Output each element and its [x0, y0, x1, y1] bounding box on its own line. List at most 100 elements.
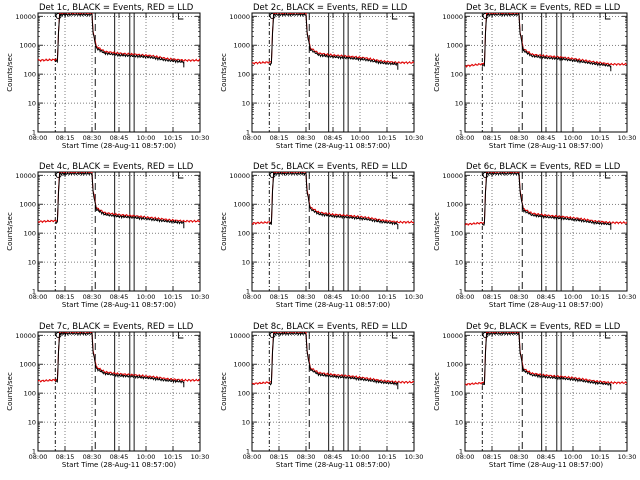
plot-panel: 1 10 100 1000 10000 08:00 08:15 08:30 08:45 10:00… [433, 322, 636, 469]
x-tick-label: 08:45 [537, 134, 556, 142]
y-tick-label: 10 [242, 100, 250, 108]
x-tick-label: 08:15 [483, 134, 502, 142]
plot-panel: 1 10 100 1000 10000 08:00 08:15 08:30 08:45 10:00… [220, 3, 423, 150]
events-series-line [54, 332, 185, 388]
y-tick-label: 1000 [233, 42, 250, 50]
lld-series-line [38, 172, 200, 224]
y-tick-label: 100 [238, 230, 250, 238]
y-tick-label: 100 [238, 390, 250, 398]
x-tick-label: 08:30 [83, 134, 102, 142]
plot-panel: 1 10 100 1000 10000 08:00 08:15 08:30 08:45 10:00… [6, 322, 209, 469]
x-tick-label: 10:00 [564, 293, 583, 301]
axes-frame [37, 12, 201, 133]
circle-marker [269, 331, 276, 339]
y-tick-label: 1 [246, 448, 250, 456]
y-tick-label: 1 [459, 129, 463, 137]
y-tick-label: 10 [242, 259, 250, 267]
y-tick-label: 10 [28, 100, 36, 108]
x-tick-label: 10:30 [405, 134, 424, 142]
axes-frame [464, 171, 628, 292]
x-tick-label: 08:30 [510, 293, 529, 301]
x-tick-label: 10:15 [378, 134, 397, 142]
y-tick-label: 10000 [229, 172, 250, 180]
y-axis-label: Counts/sec [6, 372, 14, 411]
y-tick-label: 1 [246, 129, 250, 137]
y-tick-label: 100 [451, 390, 463, 398]
events-series-line [269, 172, 399, 230]
x-tick-label: 08:15 [483, 453, 502, 461]
corner-marker [391, 332, 398, 339]
x-tick-label: 10:00 [351, 453, 370, 461]
circle-marker [269, 171, 276, 179]
y-tick-label: 10000 [15, 332, 36, 340]
x-tick-label: 10:15 [591, 293, 610, 301]
y-tick-label: 10 [455, 259, 463, 267]
x-tick-label: 10:00 [137, 134, 156, 142]
x-axis-label: Start Time (28-Aug-11 08:57:00) [62, 301, 176, 309]
lld-series-line [38, 13, 200, 63]
y-tick-label: 10000 [442, 13, 463, 21]
y-axis-label: Counts/sec [6, 212, 14, 251]
x-tick-label: 08:30 [510, 134, 529, 142]
x-tick-label: 08:00 [456, 293, 475, 301]
y-tick-label: 10000 [442, 332, 463, 340]
y-tick-label: 100 [24, 71, 36, 79]
events-series-line [481, 13, 612, 72]
x-tick-label: 08:00 [456, 134, 475, 142]
corner-marker [604, 13, 611, 20]
x-tick-label: 10:00 [137, 293, 156, 301]
panel-title: Det 1c, BLACK = Events, RED = LLD [39, 3, 194, 13]
panel-title: Det 9c, BLACK = Events, RED = LLD [466, 322, 621, 332]
y-tick-label: 10 [455, 100, 463, 108]
circle-marker [269, 12, 276, 20]
events-series-line [54, 13, 185, 68]
x-axis-label: Start Time (28-Aug-11 08:57:00) [62, 461, 176, 469]
y-tick-label: 10 [28, 259, 36, 267]
y-tick-label: 1000 [233, 201, 250, 209]
x-tick-label: 10:15 [164, 134, 183, 142]
y-axis-label: Counts/sec [220, 212, 228, 251]
x-tick-label: 10:15 [164, 453, 183, 461]
x-tick-label: 08:30 [297, 134, 316, 142]
x-tick-label: 10:30 [191, 453, 210, 461]
axes-frame [251, 171, 415, 292]
x-tick-label: 08:30 [297, 453, 316, 461]
panel-title: Det 7c, BLACK = Events, RED = LLD [39, 322, 194, 332]
x-tick-label: 10:15 [164, 293, 183, 301]
plot-panel: 1 10 100 1000 10000 08:00 08:15 08:30 08:45 10:00… [220, 162, 423, 309]
events-series-line [54, 172, 185, 229]
y-tick-label: 1000 [446, 361, 463, 369]
panel-title: Det 5c, BLACK = Events, RED = LLD [253, 162, 408, 172]
x-tick-label: 08:15 [56, 293, 75, 301]
x-tick-label: 08:00 [243, 293, 262, 301]
x-tick-label: 08:15 [56, 453, 75, 461]
x-tick-label: 08:30 [510, 453, 529, 461]
y-tick-label: 1000 [446, 201, 463, 209]
x-axis-label: Start Time (28-Aug-11 08:57:00) [489, 301, 603, 309]
axes-frame [464, 331, 628, 452]
x-tick-label: 08:45 [110, 134, 129, 142]
x-tick-label: 08:15 [270, 293, 289, 301]
y-tick-label: 10000 [15, 13, 36, 21]
x-tick-label: 10:30 [618, 293, 637, 301]
x-tick-label: 08:30 [297, 293, 316, 301]
y-tick-label: 1 [459, 288, 463, 296]
x-tick-label: 10:15 [378, 453, 397, 461]
y-axis-label: Counts/sec [433, 212, 441, 251]
panel-title: Det 2c, BLACK = Events, RED = LLD [253, 3, 408, 13]
y-tick-label: 1000 [19, 42, 36, 50]
x-tick-label: 08:00 [243, 134, 262, 142]
circle-marker [55, 331, 62, 339]
y-tick-label: 100 [451, 230, 463, 238]
plot-panel: 1 10 100 1000 10000 08:00 08:15 08:30 08:45 10:00… [6, 162, 209, 309]
y-tick-label: 100 [451, 71, 463, 79]
x-tick-label: 10:00 [564, 134, 583, 142]
y-tick-label: 10000 [229, 13, 250, 21]
axes-frame [37, 171, 201, 292]
x-tick-label: 08:45 [324, 293, 343, 301]
y-axis-label: Counts/sec [220, 53, 228, 92]
corner-marker [391, 172, 398, 179]
plot-panel: 1 10 100 1000 10000 08:00 08:15 08:30 08:45 10:00… [433, 3, 636, 150]
y-tick-label: 10 [455, 419, 463, 427]
x-tick-label: 08:15 [270, 134, 289, 142]
